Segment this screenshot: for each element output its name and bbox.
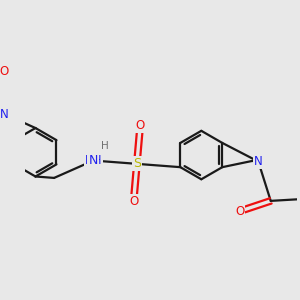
Text: O: O bbox=[235, 205, 244, 218]
Text: N: N bbox=[89, 154, 98, 167]
Text: N: N bbox=[0, 108, 9, 121]
Text: S: S bbox=[133, 158, 141, 170]
Text: N: N bbox=[254, 155, 263, 168]
Text: O: O bbox=[129, 195, 138, 208]
Text: O: O bbox=[136, 119, 145, 132]
Text: NH: NH bbox=[85, 154, 102, 167]
Text: H: H bbox=[101, 141, 109, 151]
Text: H: H bbox=[100, 142, 108, 152]
Text: O: O bbox=[0, 65, 9, 78]
